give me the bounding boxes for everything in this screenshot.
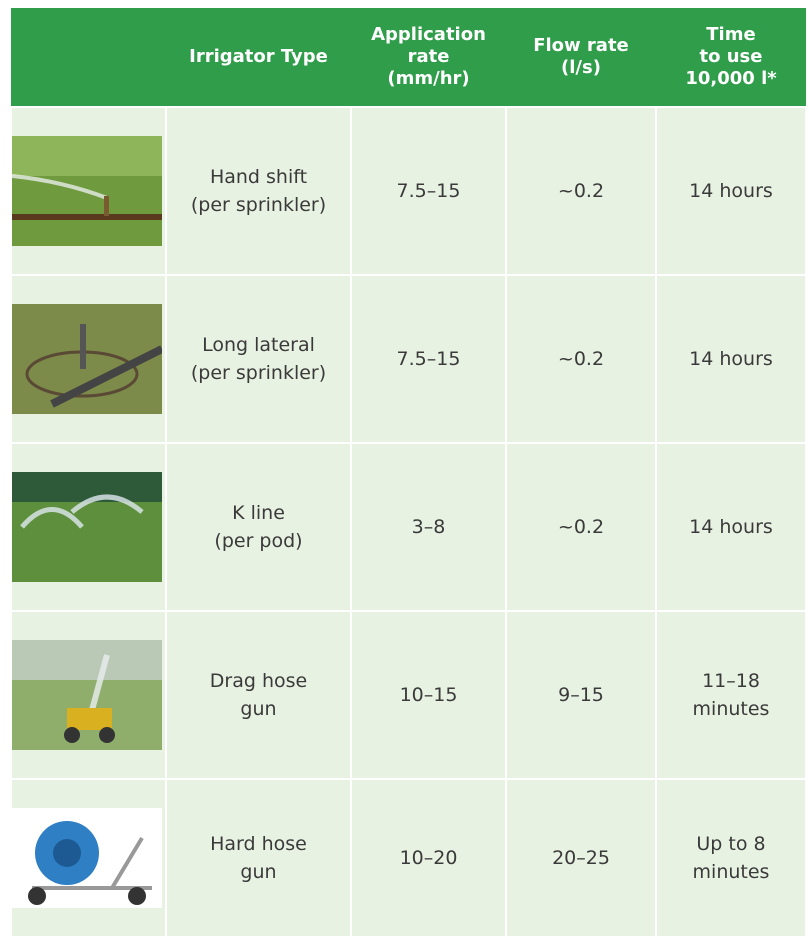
cell: 20–25	[506, 779, 656, 937]
photo-hard-hose-gun	[12, 808, 162, 908]
cell: Hand shift (per sprinkler)	[166, 107, 351, 275]
photo-cell	[11, 107, 166, 275]
row: Hand shift (per sprinkler) 7.5–15 ~0.2 1…	[11, 107, 806, 275]
row: K line (per pod) 3–8 ~0.2 14 hours	[11, 443, 806, 611]
photo-cell	[11, 275, 166, 443]
row: Drag hose gun 10–15 9–15 11–18 minutes	[11, 611, 806, 779]
header-cell	[11, 8, 166, 107]
photo-k-line	[12, 472, 162, 582]
cell: 7.5–15	[351, 275, 506, 443]
header-cell: Time to use 10,000 l*	[656, 8, 806, 107]
cell: ~0.2	[506, 107, 656, 275]
cell: 14 hours	[656, 107, 806, 275]
cell: Hard hose gun	[166, 779, 351, 937]
header-cell: Application rate (mm/hr)	[351, 8, 506, 107]
photo-cell	[11, 611, 166, 779]
cell: 11–18 minutes	[656, 611, 806, 779]
cell: Long lateral (per sprinkler)	[166, 275, 351, 443]
photo-cell	[11, 779, 166, 937]
cell: 14 hours	[656, 443, 806, 611]
cell: 10–20	[351, 779, 506, 937]
photo-cell	[11, 443, 166, 611]
header-cell: Irrigator Type	[166, 8, 351, 107]
irrigator-table: Irrigator Type Application rate (mm/hr) …	[10, 8, 807, 938]
cell: 3–8	[351, 443, 506, 611]
cell: ~0.2	[506, 443, 656, 611]
cell: K line (per pod)	[166, 443, 351, 611]
cell: 7.5–15	[351, 107, 506, 275]
header-row: Irrigator Type Application rate (mm/hr) …	[11, 8, 806, 107]
page: {"table": { "header": ["Irrigator Type",…	[0, 0, 809, 667]
photo-long-lateral	[12, 304, 162, 414]
cell: 10–15	[351, 611, 506, 779]
cell: Up to 8 minutes	[656, 779, 806, 937]
row: Long lateral (per sprinkler) 7.5–15 ~0.2…	[11, 275, 806, 443]
cell: Drag hose gun	[166, 611, 351, 779]
photo-hand-shift	[12, 136, 162, 246]
cell: ~0.2	[506, 275, 656, 443]
header-cell: Flow rate (l/s)	[506, 8, 656, 107]
cell: 14 hours	[656, 275, 806, 443]
photo-drag-hose-gun	[12, 640, 162, 750]
row: Hard hose gun 10–20 20–25 Up to 8 minute…	[11, 779, 806, 937]
cell: 9–15	[506, 611, 656, 779]
